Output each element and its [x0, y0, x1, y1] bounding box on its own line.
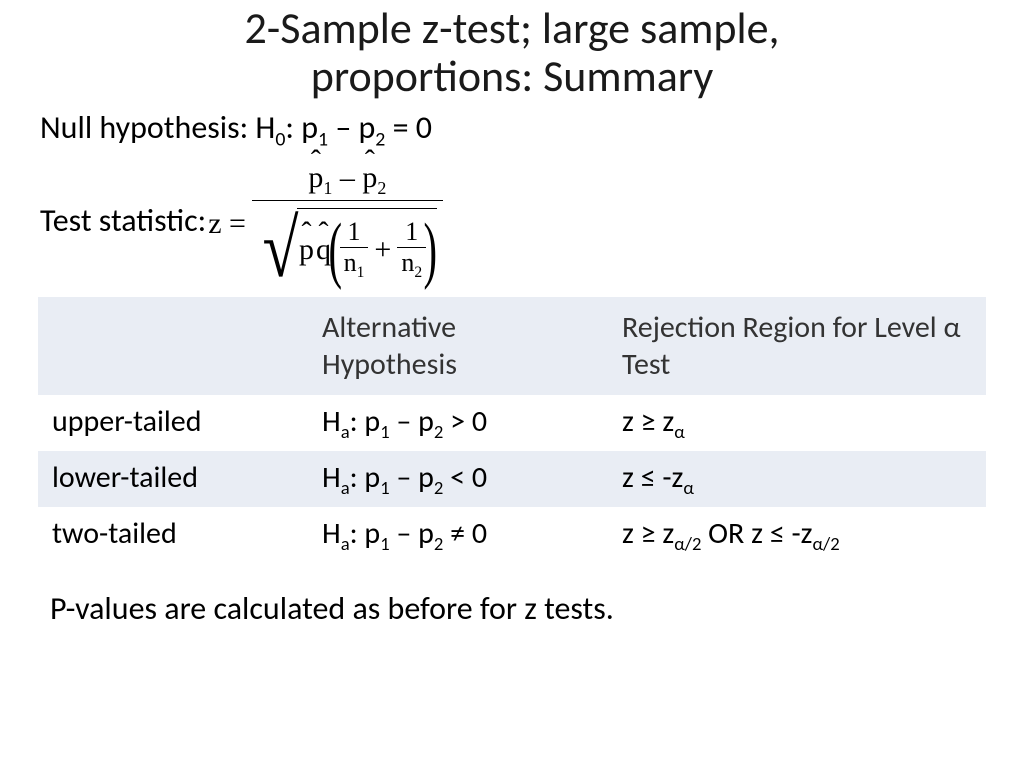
n1-sub: 1: [357, 265, 365, 282]
test-stat-label: Test statistic:: [40, 201, 206, 240]
rej-sub: α/2: [674, 532, 701, 555]
frac-1-n1: 1 n1: [340, 217, 369, 282]
phat: p: [299, 233, 314, 267]
row-rejection: z ≥ zα/2 OR z ≤ -zα/2: [608, 507, 986, 563]
rej-pre: z ≥ z: [622, 515, 674, 552]
denominator: √ pq ( 1 n1 + 1 n2: [252, 200, 443, 287]
cmp: ≠ 0: [443, 515, 487, 552]
rej-sub2: α/2: [812, 532, 839, 555]
ha-mid: : p: [350, 459, 381, 496]
rej-sub: α: [683, 476, 694, 499]
sqrt: √ pq ( 1 n1 + 1 n2: [258, 202, 437, 287]
cmp: < 0: [443, 459, 487, 496]
rej-pre: z ≥ z: [622, 403, 674, 440]
p2s: 2: [434, 476, 443, 499]
one-a: 1: [344, 217, 365, 247]
row-rejection: z ≥ zα: [608, 395, 986, 451]
rparen-icon: ): [424, 213, 438, 287]
ha: H: [322, 403, 341, 440]
ha-sub: a: [341, 476, 350, 499]
row-althyp: Ha: p1 – p2 > 0: [308, 395, 608, 451]
mid2: – p: [390, 403, 434, 440]
rej-pre: z ≤ -z: [622, 459, 683, 496]
null-hyp-label: Null hypothesis: H: [40, 108, 275, 147]
null-hyp-eq: : p: [285, 108, 318, 147]
row-name: two-tailed: [38, 507, 308, 563]
h0-sub: 0: [275, 127, 285, 151]
ha-mid: : p: [350, 403, 381, 440]
ha-mid: : p: [350, 515, 381, 552]
hdr-alt-hyp: Alternative Hypothesis: [308, 297, 608, 395]
test-statistic-row: Test statistic: z = p1 – p2 √ pq ( 1: [0, 155, 1024, 287]
main-fraction: p1 – p2 √ pq ( 1 n1 +: [252, 161, 443, 287]
row-rejection: z ≤ -zα: [608, 451, 986, 507]
slide: 2-Sample z-test; large sample, proportio…: [0, 0, 1024, 768]
p1s: 1: [380, 476, 389, 499]
p2s: 2: [434, 420, 443, 443]
table-row: upper-tailed Ha: p1 – p2 > 0 z ≥ zα: [38, 395, 986, 451]
p1s: 1: [380, 420, 389, 443]
n1-den: n1: [340, 247, 369, 282]
table-row: lower-tailed Ha: p1 – p2 < 0 z ≤ -zα: [38, 451, 986, 507]
summary-table: Alternative Hypothesis Rejection Region …: [38, 297, 986, 563]
table-row: two-tailed Ha: p1 – p2 ≠ 0 z ≥ zα/2 OR z…: [38, 507, 986, 563]
rej-post: OR z ≤ -z: [701, 515, 812, 552]
row-althyp: Ha: p1 – p2 ≠ 0: [308, 507, 608, 563]
frac-1-n2: 1 n2: [397, 217, 426, 282]
numerator: p1 – p2: [302, 161, 392, 200]
title-line-1: 2-Sample z-test; large sample,: [244, 1, 779, 55]
minus: –: [332, 161, 362, 194]
row-name: lower-tailed: [38, 451, 308, 507]
phat1-sub: 1: [323, 178, 332, 198]
title-line-2: proportions: Summary: [311, 49, 714, 103]
phat1: p: [308, 161, 323, 195]
footer-note: P-values are calculated as before for z …: [0, 589, 1024, 628]
ha-sub: a: [341, 420, 350, 443]
row-althyp: Ha: p1 – p2 < 0: [308, 451, 608, 507]
n2-den: n2: [397, 247, 426, 282]
sqrt-icon: √: [262, 208, 298, 293]
hdr-blank: [38, 297, 308, 395]
z-equals: z =: [208, 207, 246, 241]
lparen-icon: (: [329, 213, 343, 287]
null-hyp-mid: – p: [328, 108, 375, 147]
n2: n: [401, 248, 414, 277]
ha: H: [322, 515, 341, 552]
null-hyp-rhs: = 0: [385, 108, 432, 147]
table-header-row: Alternative Hypothesis Rejection Region …: [38, 297, 986, 395]
phat2: p: [362, 161, 377, 195]
row-name: upper-tailed: [38, 395, 308, 451]
n1: n: [344, 248, 357, 277]
one-b: 1: [401, 217, 422, 247]
mid2: – p: [390, 515, 434, 552]
rej-sub: α: [674, 420, 685, 443]
z-formula: z = p1 – p2 √ pq ( 1 n1: [208, 155, 443, 287]
p2-sub: 2: [375, 127, 385, 151]
mid2: – p: [390, 459, 434, 496]
hdr-rejection: Rejection Region for Level α Test: [608, 297, 986, 395]
slide-title: 2-Sample z-test; large sample, proportio…: [0, 0, 1024, 101]
phat2-sub: 2: [377, 178, 386, 198]
p2s: 2: [434, 532, 443, 555]
cmp: > 0: [443, 403, 487, 440]
sqrt-body: pq ( 1 n1 + 1 n2 ): [297, 208, 437, 287]
p1s: 1: [380, 532, 389, 555]
plus: +: [374, 233, 391, 267]
ha-sub: a: [341, 532, 350, 555]
null-hypothesis: Null hypothesis: H0: p1 – p2 = 0: [0, 107, 1024, 153]
n2-sub: 2: [414, 265, 422, 282]
ha: H: [322, 459, 341, 496]
